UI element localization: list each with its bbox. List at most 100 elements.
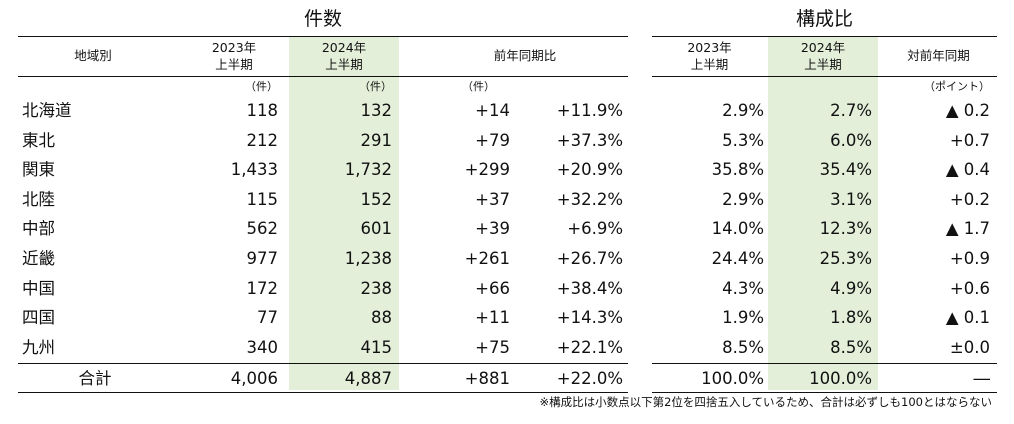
cell-s2023: 5.3% <box>722 130 764 150</box>
cell-c2023: 562 <box>246 219 279 239</box>
cell-pt: ▲ 0.4 <box>945 160 990 180</box>
table-row: 四国 77 88 +11 +14.3% 1.9% 1.8% ▲ 0.1 <box>0 303 1014 333</box>
cell-s2024: 35.4% <box>819 160 872 180</box>
cell-region: 東北 <box>22 130 55 150</box>
header-share-2024: 2024年 上半期 <box>800 40 846 72</box>
cell-diff: +75 <box>475 337 510 357</box>
total-pct: +22.0% <box>556 369 623 388</box>
cell-diff: +39 <box>475 219 510 239</box>
cell-c2023: 118 <box>246 101 279 120</box>
cell-pt: +0.2 <box>949 189 990 209</box>
cell-c2024: 238 <box>360 278 393 298</box>
cell-diff: +66 <box>475 278 510 298</box>
cell-c2024: 415 <box>360 337 393 357</box>
cell-c2024: 88 <box>371 308 392 328</box>
header-count-2023: 2023年 上半期 <box>211 40 257 72</box>
cell-c2023: 172 <box>246 278 279 298</box>
header-rule-share <box>652 76 997 77</box>
cell-c2024: 601 <box>360 219 393 239</box>
cell-diff: +79 <box>475 130 510 150</box>
bottom-rule-share <box>652 392 997 393</box>
cell-pt: +0.7 <box>949 130 990 150</box>
cell-s2023: 8.5% <box>722 337 764 357</box>
cell-region: 北海道 <box>22 101 72 120</box>
total-rule-count <box>18 363 628 364</box>
cell-s2023: 4.3% <box>722 278 764 298</box>
total-diff: +881 <box>464 369 510 388</box>
cell-region: 九州 <box>22 337 55 357</box>
cell-region: 関東 <box>22 160 55 180</box>
cell-pt: ±0.0 <box>949 337 990 357</box>
header-region: 地域別 <box>74 48 112 63</box>
table-row: 東北 212 291 +79 +37.3% 5.3% 6.0% +0.7 <box>0 126 1014 156</box>
cell-c2023: 212 <box>246 130 279 150</box>
cell-diff: +11 <box>475 308 510 328</box>
cell-s2023: 24.4% <box>711 249 764 268</box>
header-share-yoy: 対前年同期 <box>907 48 970 63</box>
unit-point: （ポイント） <box>924 80 990 93</box>
cell-s2023: 35.8% <box>711 160 764 180</box>
cell-s2024: 4.9% <box>830 278 872 298</box>
cell-s2023: 2.9% <box>722 189 764 209</box>
cell-c2024: 291 <box>360 130 393 150</box>
cell-c2024: 1,238 <box>344 249 392 268</box>
cell-pct: +38.4% <box>556 278 623 298</box>
table-row: 近畿 977 1,238 +261 +26.7% 24.4% 25.3% +0.9 <box>0 244 1014 274</box>
cell-pt: ▲ 0.2 <box>945 101 990 120</box>
cell-s2024: 25.3% <box>819 249 872 268</box>
cell-s2023: 14.0% <box>711 219 764 239</box>
cell-pct: +37.3% <box>556 130 623 150</box>
cell-c2024: 132 <box>360 101 393 120</box>
title-count: 件数 <box>303 8 342 30</box>
cell-diff: +261 <box>464 249 510 268</box>
unit-count-2024: （件） <box>359 80 392 93</box>
cell-pct: +32.2% <box>556 189 623 209</box>
cell-c2023: 115 <box>246 189 279 209</box>
cell-c2023: 340 <box>246 337 279 357</box>
unit-count-2023: （件） <box>245 80 278 93</box>
cell-s2024: 6.0% <box>830 130 872 150</box>
cell-diff: +299 <box>464 160 510 180</box>
total-share-2023: 100.0% <box>701 369 764 388</box>
unit-diff: （件） <box>462 80 495 93</box>
cell-region: 近畿 <box>22 249 55 268</box>
cell-region: 四国 <box>22 308 55 328</box>
cell-pct: +22.1% <box>556 337 623 357</box>
total-label: 合計 <box>78 369 112 388</box>
header-count-2024: 2024年 上半期 <box>321 40 367 72</box>
title-share: 構成比 <box>795 8 853 30</box>
highlight-share-2024 <box>768 36 878 390</box>
cell-region: 中部 <box>22 219 55 239</box>
total-rule-share <box>652 363 997 364</box>
table-row: 中部 562 601 +39 +6.9% 14.0% 12.3% ▲ 1.7 <box>0 214 1014 244</box>
cell-pct: +14.3% <box>556 308 623 328</box>
total-count-2023: 4,006 <box>230 369 278 388</box>
cell-s2024: 1.8% <box>830 308 872 328</box>
table-row: 北海道 118 132 +14 +11.9% 2.9% 2.7% ▲ 0.2 <box>0 96 1014 126</box>
cell-c2023: 977 <box>246 249 279 268</box>
cell-c2023: 77 <box>257 308 278 328</box>
cell-diff: +37 <box>475 189 510 209</box>
bottom-rule-count <box>18 392 628 393</box>
cell-c2024: 1,732 <box>344 160 392 180</box>
cell-c2023: 1,433 <box>230 160 278 180</box>
cell-pt: ▲ 1.7 <box>945 219 990 239</box>
cell-s2024: 8.5% <box>830 337 872 357</box>
top-rule-share <box>652 36 997 37</box>
cell-s2024: 12.3% <box>819 219 872 239</box>
cell-c2024: 152 <box>360 189 393 209</box>
cell-s2024: 3.1% <box>830 189 872 209</box>
cell-pt: +0.9 <box>949 249 990 268</box>
cell-pct: +20.9% <box>556 160 623 180</box>
total-row: 合計 4,006 4,887 +881 +22.0% 100.0% 100.0%… <box>0 364 1014 394</box>
footnote: ※構成比は小数点以下第2位を四捨五入しているため、合計は必ずしも100とはならな… <box>539 395 992 409</box>
header-count-yoy: 前年同期比 <box>493 48 557 63</box>
total-point: ― <box>973 369 991 388</box>
cell-s2024: 2.7% <box>830 101 872 120</box>
cell-pct: +6.9% <box>567 219 623 239</box>
cell-region: 北陸 <box>22 189 55 209</box>
cell-pct: +11.9% <box>556 101 623 120</box>
table-row: 九州 340 415 +75 +22.1% 8.5% 8.5% ±0.0 <box>0 333 1014 363</box>
cell-region: 中国 <box>22 278 55 298</box>
table-row: 北陸 115 152 +37 +32.2% 2.9% 3.1% +0.2 <box>0 185 1014 215</box>
